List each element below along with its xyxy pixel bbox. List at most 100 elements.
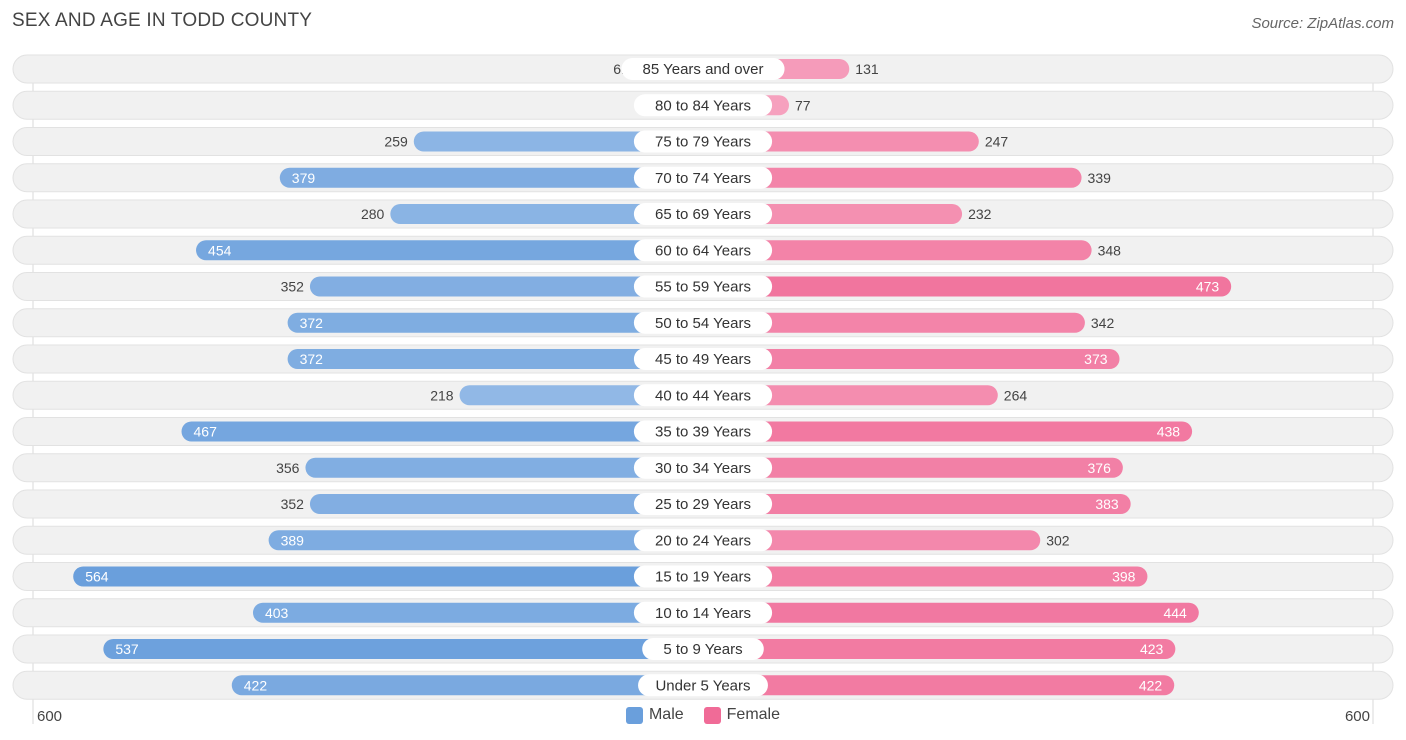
category-label: 35 to 39 Years (655, 424, 751, 441)
legend-label-female: Female (726, 706, 781, 723)
category-label: 80 to 84 Years (655, 97, 751, 114)
category-pill (633, 130, 773, 153)
category-label: 55 to 59 Years (655, 279, 751, 296)
category-label: 50 to 54 Years (655, 315, 751, 332)
female-bar (703, 240, 1092, 261)
male-bar (196, 240, 704, 261)
female-value-label: 342 (1091, 315, 1115, 331)
category-pill (633, 456, 773, 479)
category-label: 65 to 69 Years (655, 206, 751, 223)
category-label: 75 to 79 Years (655, 134, 751, 151)
category-label: 15 to 19 Years (655, 569, 751, 586)
female-value-label: 339 (1088, 170, 1112, 186)
category-pill (633, 601, 773, 624)
category-label: 60 to 64 Years (655, 242, 751, 259)
male-value-label: 352 (281, 279, 305, 295)
female-value-label: 264 (1004, 387, 1028, 403)
male-bar (305, 457, 703, 478)
female-bar (703, 639, 1176, 659)
female-value-label: 444 (1163, 605, 1187, 621)
female-bar (703, 349, 1120, 369)
male-value-label: 422 (244, 677, 268, 693)
female-value-label: 77 (795, 97, 811, 113)
female-value-label: 423 (1140, 641, 1164, 657)
category-pill (638, 674, 768, 697)
female-bar (703, 385, 998, 406)
legend-label-male: Male (648, 706, 684, 723)
source-label: Source: ZipAtlas.com (1251, 15, 1394, 32)
female-value-label: 232 (968, 206, 992, 222)
category-pill (633, 529, 773, 552)
category-label: 20 to 24 Years (655, 532, 751, 549)
category-pill (633, 275, 773, 298)
female-value-label: 302 (1046, 532, 1070, 548)
male-value-label: 564 (85, 569, 109, 585)
male-value-label: 280 (361, 206, 385, 222)
male-bar (287, 312, 703, 333)
male-value-label: 454 (208, 242, 232, 258)
female-bar (703, 494, 1131, 514)
male-value-label: 403 (265, 605, 289, 621)
male-value-label: 379 (292, 170, 316, 186)
legend: Male Female (0, 706, 1406, 724)
male-bar (309, 494, 703, 514)
male-bar (73, 566, 703, 587)
female-bar (703, 421, 1193, 442)
category-pill (633, 420, 773, 443)
male-bar (268, 530, 703, 551)
female-bar (703, 167, 1082, 188)
male-value-label: 372 (300, 315, 324, 331)
male-value-label: 389 (281, 532, 305, 548)
legend-swatch-male (625, 706, 643, 724)
category-label: 10 to 14 Years (655, 605, 751, 622)
male-value-label: 467 (194, 424, 218, 440)
male-bar (413, 131, 703, 152)
male-bar (103, 639, 704, 659)
male-value-label: 537 (115, 641, 139, 657)
category-pill (642, 638, 764, 660)
category-pill (633, 348, 773, 370)
female-bar (703, 312, 1085, 333)
male-value-label: 372 (300, 351, 324, 367)
category-label: 25 to 29 Years (655, 496, 751, 513)
male-bar (252, 602, 703, 623)
male-value-label: 352 (281, 496, 305, 512)
category-label: Under 5 Years (655, 677, 750, 694)
female-value-label: 247 (985, 134, 1009, 150)
female-bar (703, 675, 1175, 696)
legend-item-female[interactable]: Female (703, 706, 781, 724)
female-value-label: 398 (1112, 569, 1136, 585)
category-label: 85 Years and over (643, 61, 764, 78)
category-pill (633, 239, 773, 262)
female-bar (703, 530, 1041, 551)
male-value-label: 259 (384, 134, 408, 150)
female-value-label: 348 (1098, 242, 1122, 258)
legend-item-male[interactable]: Male (625, 706, 684, 724)
male-bar (279, 167, 703, 188)
female-bar (703, 276, 1232, 297)
category-label: 5 to 9 Years (663, 641, 742, 658)
female-value-label: 422 (1139, 677, 1163, 693)
category-pill (633, 311, 773, 334)
category-pill (621, 58, 785, 80)
male-bar (390, 204, 703, 224)
male-bar (287, 349, 703, 369)
male-bar (309, 276, 703, 297)
category-label: 40 to 44 Years (655, 387, 751, 404)
category-label: 30 to 34 Years (655, 460, 751, 477)
female-value-label: 473 (1196, 279, 1220, 295)
female-value-label: 131 (855, 61, 879, 77)
chart-title: SEX AND AGE IN TODD COUNTY (12, 10, 313, 31)
female-value-label: 383 (1095, 496, 1119, 512)
category-pill (633, 384, 773, 407)
category-pill (633, 94, 773, 117)
male-value-label: 218 (430, 387, 454, 403)
axis-right-label: 600 (1344, 708, 1370, 725)
category-label: 70 to 74 Years (655, 170, 751, 187)
legend-swatch-female (703, 706, 721, 724)
female-bar (703, 131, 979, 152)
female-bar (703, 566, 1148, 587)
female-value-label: 438 (1157, 424, 1181, 440)
category-pill (633, 493, 773, 515)
